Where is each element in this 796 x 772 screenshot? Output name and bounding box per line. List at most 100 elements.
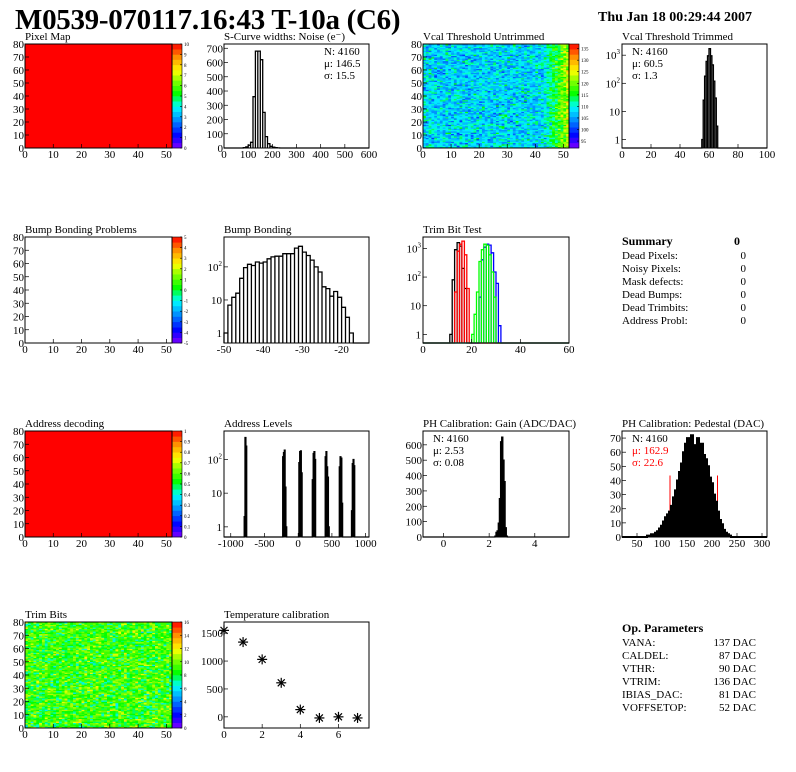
heatmap-cell (487, 111, 491, 114)
heatmap-cell (496, 83, 500, 85)
heatmap-cell (552, 77, 556, 80)
heatmap-cell (524, 132, 528, 134)
heatmap-cell (484, 84, 488, 86)
heatmap-cell (563, 86, 567, 89)
y-tick-label: 70 (13, 245, 25, 257)
heatmap-cell (470, 109, 474, 111)
heatmap-cell (25, 726, 29, 729)
heatmap-cell (470, 103, 474, 106)
heatmap-cell (25, 677, 29, 680)
heatmap-cell (498, 67, 502, 69)
heatmap-cell (510, 107, 514, 110)
heatmap-cell (515, 96, 519, 98)
heatmap-cell (563, 72, 567, 75)
heatmap-cell (459, 94, 463, 97)
heatmap-cell (501, 102, 505, 105)
heatmap-cell (448, 141, 452, 144)
heatmap-cell (490, 125, 494, 128)
heatmap-cell (479, 90, 483, 93)
heatmap-cell (498, 128, 502, 131)
heatmap-cell (453, 129, 457, 132)
heatmap-cell (456, 83, 460, 85)
heatmap-cell (496, 62, 500, 64)
heatmap-cell (453, 112, 457, 115)
heatmap-cell (518, 133, 522, 136)
heatmap-cell (470, 57, 474, 59)
heatmap-cell (563, 83, 567, 85)
heatmap-cell (484, 80, 488, 82)
heatmap-cell (434, 45, 438, 47)
heatmap-cell (501, 120, 505, 123)
heatmap-cell (538, 132, 542, 134)
heatmap-cell (498, 127, 502, 129)
heatmap-cell (30, 657, 34, 660)
heatmap-cell (501, 135, 505, 137)
heatmap-cell (518, 45, 522, 47)
heatmap-cell (487, 90, 491, 93)
heatmap-cell (30, 675, 34, 677)
heatmap-cell (428, 137, 432, 140)
heatmap-cell (554, 119, 559, 121)
heatmap-cell (501, 58, 505, 60)
heatmap-cell (428, 83, 432, 85)
heatmap-cell (423, 119, 427, 121)
heatmap-cell (445, 97, 449, 99)
heatmap-cell (496, 131, 500, 133)
heatmap-cell (487, 64, 491, 67)
heatmap-cell (560, 119, 564, 121)
heatmap-cell (459, 62, 463, 64)
heatmap-cell (549, 132, 553, 134)
heatmap-cell (546, 136, 550, 138)
heatmap-cell (490, 107, 494, 110)
heatmap-cell (25, 629, 29, 632)
heatmap-cell (428, 47, 432, 50)
heatmap-cell (515, 57, 519, 59)
heatmap-cell (425, 98, 429, 101)
heatmap-cell (437, 129, 441, 132)
heatmap-cell (526, 116, 530, 119)
heatmap-cell (557, 81, 561, 84)
heatmap-cell (512, 140, 516, 142)
heatmap-cell (532, 49, 536, 51)
heatmap-cell (557, 77, 561, 80)
heatmap-cell (490, 133, 494, 136)
heatmap-cell (546, 62, 550, 64)
heatmap-cell (30, 663, 34, 665)
heatmap-cell (504, 83, 508, 85)
heatmap-cell (434, 142, 438, 145)
heatmap-cell (532, 68, 536, 71)
heatmap-cell (459, 105, 463, 107)
heatmap-cell (459, 46, 463, 49)
heatmap-cell (501, 85, 505, 88)
heatmap-cell (557, 75, 561, 77)
x-tick-label: 10 (48, 344, 60, 356)
heatmap-cell (467, 109, 472, 111)
heatmap-cell (445, 109, 449, 111)
heatmap-cell (507, 129, 511, 132)
heatmap-cell (481, 68, 486, 71)
heatmap-cell (434, 68, 438, 71)
heatmap-cell (473, 51, 477, 54)
heatmap-cell (540, 137, 545, 140)
heatmap-cell (25, 725, 29, 727)
heatmap-cell (27, 718, 31, 721)
heatmap-cell (515, 73, 519, 76)
heatmap-cell (563, 102, 567, 105)
heatmap-cells (25, 44, 172, 148)
heatmap-cell (521, 84, 525, 86)
heatmap-cell (490, 47, 494, 50)
heatmap-cell (510, 54, 514, 56)
heatmap-cell (30, 645, 34, 648)
heatmap-cell (549, 84, 553, 86)
heatmap-cell (510, 124, 514, 127)
heatmap-cell (456, 77, 460, 80)
heatmap-cell (490, 114, 494, 116)
heatmap-cell (504, 77, 508, 80)
heatmap-cell (448, 70, 452, 72)
heatmap-cell (501, 47, 505, 50)
heatmap-cell (498, 137, 502, 140)
heatmap-cell (25, 708, 29, 710)
heatmap-cell (451, 93, 455, 95)
heatmap-cell (481, 109, 486, 111)
heatmap-cell (439, 115, 443, 118)
